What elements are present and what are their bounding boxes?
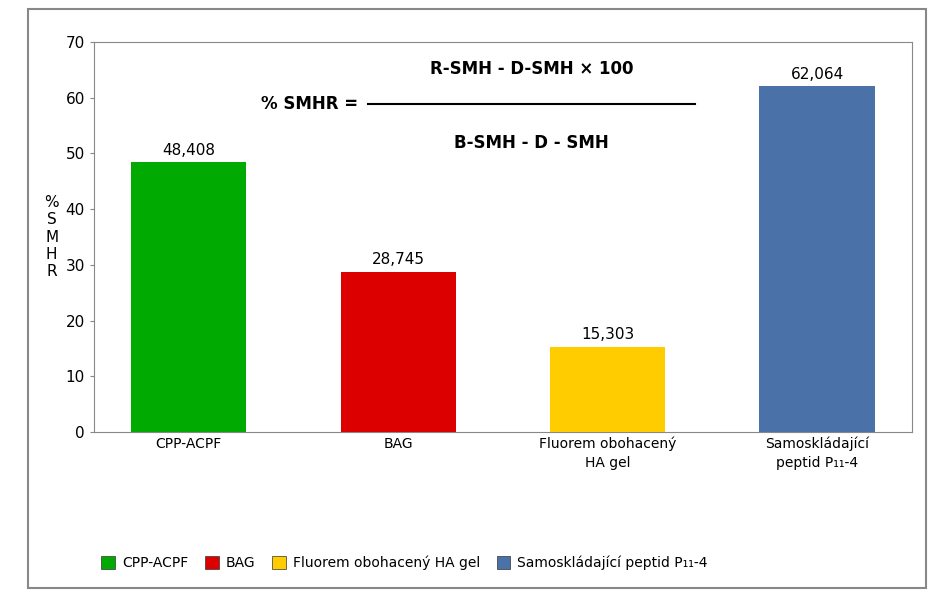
Text: % SMHR =: % SMHR = [261, 95, 364, 113]
Bar [340, 272, 456, 432]
Y-axis label: %
S
M
H
R: % S M H R [44, 194, 59, 280]
Bar [132, 162, 246, 432]
Text: 48,408: 48,408 [163, 143, 215, 158]
Bar [550, 347, 666, 432]
Text: B-SMH - D - SMH: B-SMH - D - SMH [454, 134, 609, 152]
Text: 28,745: 28,745 [371, 253, 425, 268]
Text: 62,064: 62,064 [791, 67, 844, 82]
Text: 15,303: 15,303 [581, 327, 634, 342]
Legend: CPP-ACPF, BAG, Fluorem obohacený HA gel, Samoskládající peptid P₁₁-4: CPP-ACPF, BAG, Fluorem obohacený HA gel,… [101, 556, 708, 571]
Bar [760, 86, 874, 432]
Text: R-SMH - D-SMH × 100: R-SMH - D-SMH × 100 [430, 60, 634, 78]
